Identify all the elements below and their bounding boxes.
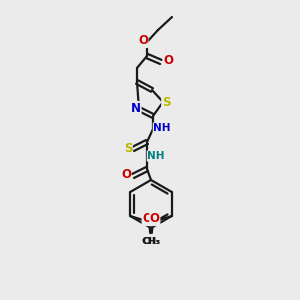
Text: NH: NH xyxy=(147,151,165,161)
Text: O: O xyxy=(138,34,148,47)
Text: CH₃: CH₃ xyxy=(141,237,159,246)
Text: O: O xyxy=(163,55,173,68)
Text: S: S xyxy=(124,142,132,154)
Text: N: N xyxy=(131,101,141,115)
Text: CH₃: CH₃ xyxy=(143,237,161,246)
Text: O: O xyxy=(121,169,131,182)
Text: O: O xyxy=(150,212,160,226)
Text: O: O xyxy=(142,212,152,226)
Text: NH: NH xyxy=(153,123,171,133)
Text: S: S xyxy=(162,95,170,109)
